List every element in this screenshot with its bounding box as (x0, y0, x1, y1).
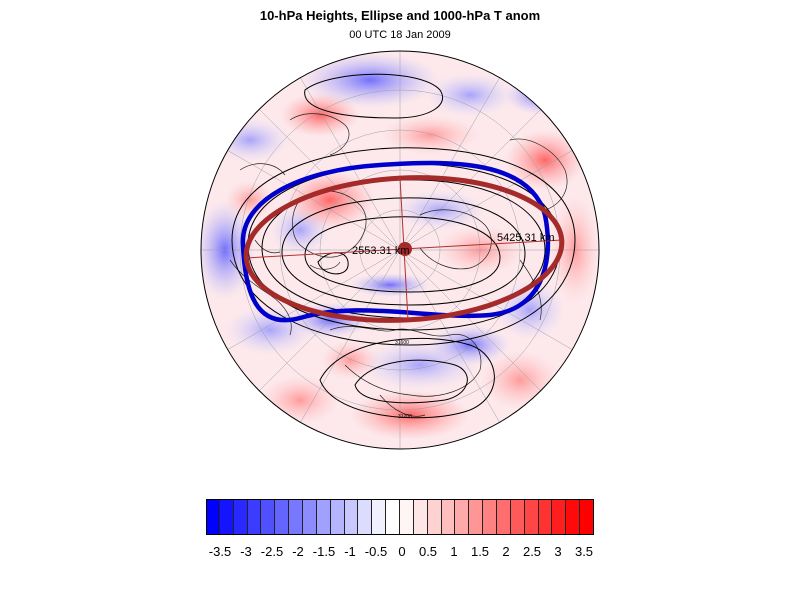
colorbar-box (441, 499, 456, 535)
vortex-centroid-dot (398, 242, 412, 256)
colorbar-box (483, 499, 497, 535)
colorbar-box (469, 499, 484, 535)
colorbar-box (580, 499, 594, 535)
contour-south-inner (354, 359, 468, 404)
colorbar-tick-label: -2.5 (260, 544, 284, 559)
colorbar (206, 499, 594, 535)
colorbar-tick-label: -3.5 (208, 544, 232, 559)
colorbar-box (275, 499, 290, 535)
colorbar-box (289, 499, 303, 535)
colorbar-box (400, 499, 414, 535)
contour-label-1: 31600 (395, 340, 409, 346)
colorbar-box (497, 499, 511, 535)
colorbar-tick-label: 1.5 (470, 544, 490, 559)
colorbar-tick-label: 0.5 (418, 544, 438, 559)
colorbar-box (552, 499, 567, 535)
colorbar-tick-label: 3 (554, 544, 562, 559)
colorbar-box (372, 499, 387, 535)
colorbar-tick-label: -0.5 (364, 544, 388, 559)
colorbar-box (538, 499, 553, 535)
contour-label-2: 31200 (398, 414, 412, 420)
colorbar-box (206, 499, 220, 535)
contour-vortex-5 (304, 216, 501, 293)
colorbar-tick-label: -1.5 (312, 544, 336, 559)
colorbar-tick-label: 2 (502, 544, 510, 559)
colorbar-box (233, 499, 248, 535)
map-boundary (200, 50, 600, 450)
major-axis-label: 5425.31 km (497, 232, 554, 244)
colorbar-tick-label: 3.5 (574, 544, 594, 559)
colorbar-box (303, 499, 317, 535)
colorbar-box (510, 499, 525, 535)
height-contours (231, 73, 576, 419)
colorbar-tick-label: -3 (240, 544, 252, 559)
contour-vortex-outer (231, 147, 576, 346)
colorbar-box (427, 499, 442, 535)
map-subtitle: 00 UTC 18 Jan 2009 (349, 29, 451, 41)
contour-vortex-4 (281, 197, 526, 306)
colorbar-tick-label: -2 (292, 544, 304, 559)
colorbar-tick-label: -1 (344, 544, 356, 559)
colorbar-box (247, 499, 262, 535)
colorbar-box (524, 499, 539, 535)
colorbar-box (455, 499, 470, 535)
colorbar-box (330, 499, 345, 535)
colorbar-box (386, 499, 400, 535)
colorbar-box (358, 499, 373, 535)
colorbar-tick-label: 1 (450, 544, 458, 559)
colorbar-box (566, 499, 581, 535)
contour-north-high (304, 73, 443, 119)
colorbar-box (316, 499, 331, 535)
map-title: 10-hPa Heights, Ellipse and 1000-hPa T a… (259, 8, 541, 23)
colorbar-tick-label: 0 (398, 544, 406, 559)
blue-contour-line (240, 160, 551, 323)
colorbar-box (413, 499, 428, 535)
colorbar-box (344, 499, 359, 535)
colorbar-tick-label: 2.5 (522, 544, 542, 559)
colorbar-box (261, 499, 276, 535)
minor-axis-label: 2553.31 km (352, 245, 409, 257)
colorbar-box (219, 499, 234, 535)
contour-vortex-core (317, 252, 349, 275)
